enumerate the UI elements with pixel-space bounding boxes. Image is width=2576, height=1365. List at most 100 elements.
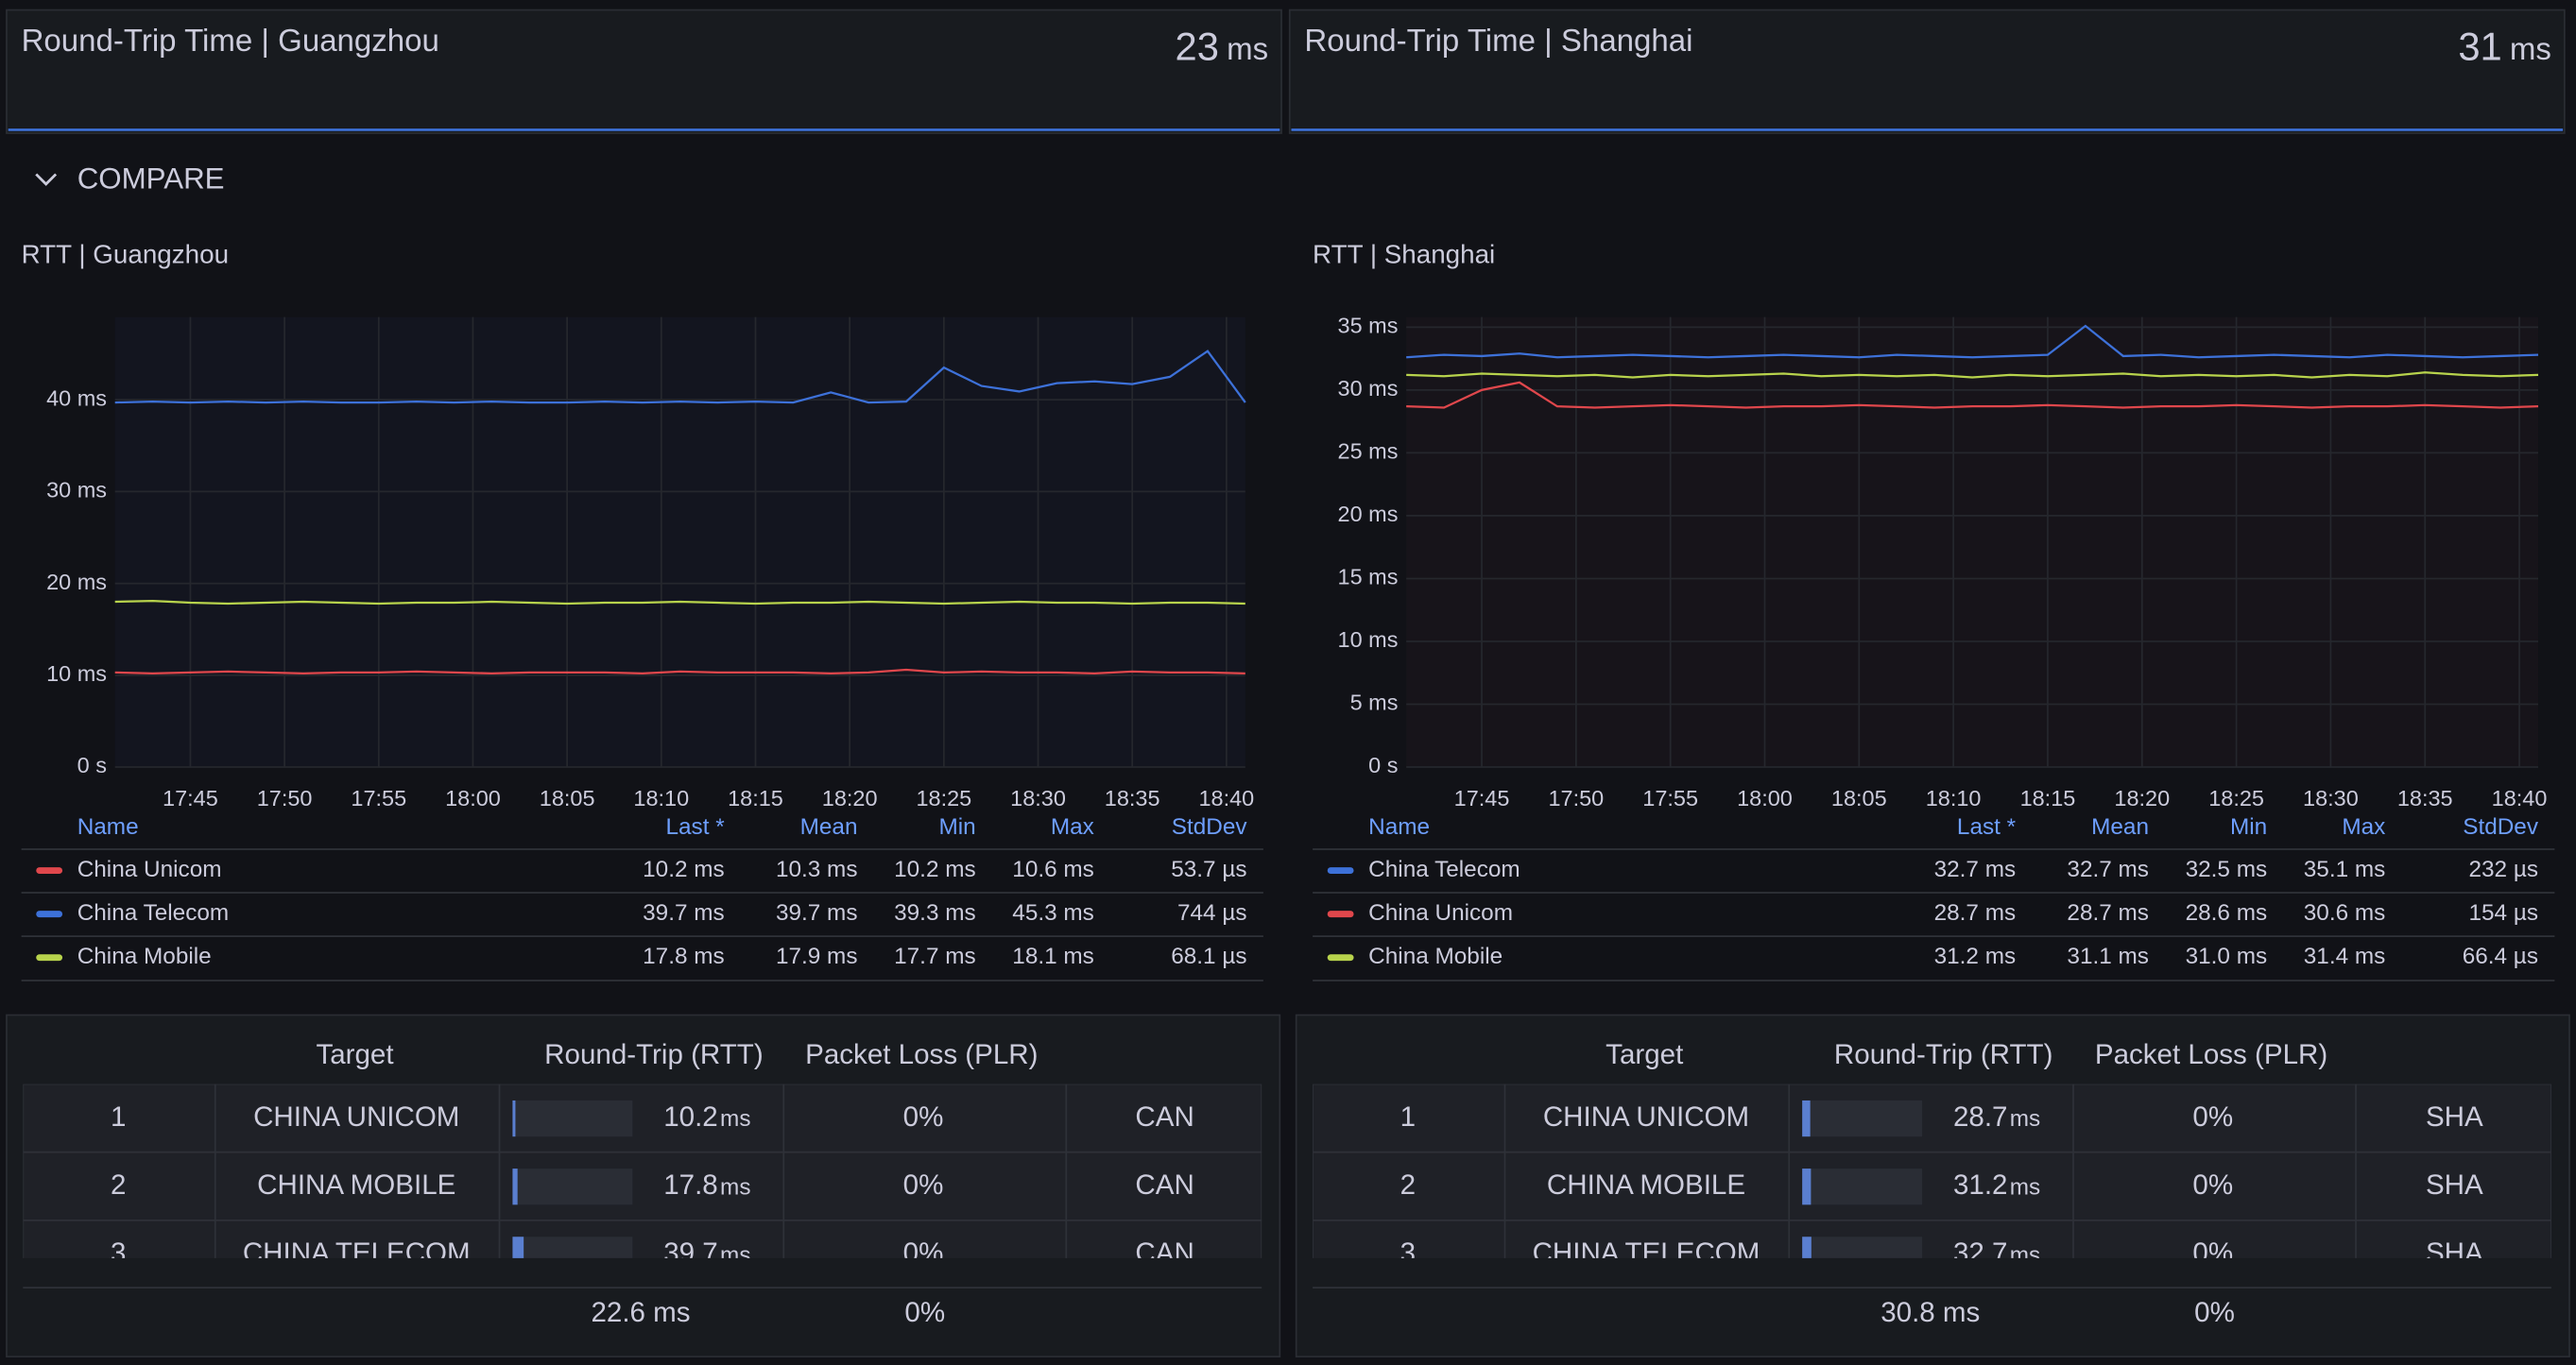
site-code: CAN (1135, 1169, 1194, 1201)
x-tick-label: 18:20 (822, 786, 878, 810)
y-tick-label: 35 ms (1338, 314, 1399, 338)
legend-header: Mean (800, 814, 858, 840)
rtt-value: 31.2 (1953, 1169, 2008, 1201)
gauge-track (1802, 1100, 1923, 1137)
gauge-bar (1802, 1100, 1811, 1137)
legend-header: StdDev (2463, 814, 2539, 840)
rtt-unit: ms (2010, 1243, 2040, 1269)
legend-stat: 39.3 ms (894, 900, 976, 926)
packet-loss: 0% (903, 1237, 944, 1269)
rtt-value: 10.2 (663, 1101, 718, 1133)
legend-name: China Unicom (1368, 900, 1513, 926)
column-header: Target (1606, 1039, 1683, 1070)
legend-stat: 232 µs (2468, 857, 2538, 882)
packet-loss: 0% (2192, 1237, 2233, 1269)
legend-swatch (36, 911, 63, 918)
row-index: 3 (111, 1237, 126, 1269)
legend-stat: 31.4 ms (2304, 944, 2386, 969)
footer-loss: 0% (2194, 1297, 2235, 1328)
rtt-unit: ms (2010, 1174, 2040, 1200)
legend-stat: 744 µs (1177, 900, 1247, 926)
series-line (114, 350, 1246, 404)
legend-stat: 39.7 ms (776, 900, 858, 926)
y-tick-label: 10 ms (1338, 627, 1399, 652)
table-row (1313, 1219, 2551, 1258)
stat-panel (6, 9, 1282, 134)
target-name: CHINA MOBILE (257, 1169, 455, 1201)
x-tick-label: 17:55 (351, 786, 406, 810)
site-code: CAN (1135, 1101, 1194, 1133)
stat-title: Round-Trip Time | Guangzhou (22, 23, 439, 58)
legend-stat: 30.6 ms (2304, 900, 2386, 926)
legend-stat: 28.7 ms (1934, 900, 2017, 926)
y-tick-label: 30 ms (46, 478, 107, 503)
gauge-track (1802, 1169, 1923, 1205)
legend-stat: 17.7 ms (894, 944, 976, 969)
target-name: CHINA TELECOM (1533, 1237, 1760, 1269)
legend-header: StdDev (1172, 814, 1248, 840)
series-line (114, 599, 1245, 606)
legend-header: Max (1051, 814, 1094, 840)
x-tick-label: 17:45 (1454, 786, 1510, 810)
y-tick-label: 10 ms (46, 661, 107, 686)
x-tick-label: 17:55 (1642, 786, 1698, 810)
table-row (1313, 1083, 2551, 1153)
row-index: 1 (111, 1101, 126, 1133)
legend-stat: 10.3 ms (776, 857, 858, 882)
legend-stat: 17.8 ms (643, 944, 725, 969)
collapse-chevron[interactable] (35, 173, 58, 186)
legend-stat: 32.5 ms (2186, 857, 2268, 882)
legend-header: Min (938, 814, 975, 840)
legend-header: Max (2342, 814, 2385, 840)
rtt-unit: ms (720, 1243, 750, 1269)
legend-swatch (1327, 954, 1354, 962)
y-tick-label: 20 ms (1338, 502, 1399, 526)
row-index: 2 (1400, 1169, 1416, 1201)
target-name: CHINA TELECOM (243, 1237, 471, 1269)
stat-unit: ms (1227, 31, 1268, 66)
stat-value: 23 (1176, 24, 1219, 68)
gauge-bar (512, 1100, 516, 1137)
plot-area (1406, 316, 2539, 768)
chart-title: RTT | Shanghai (1313, 240, 1495, 269)
legend-stat: 10.2 ms (643, 857, 725, 882)
x-tick-label: 18:10 (633, 786, 689, 810)
legend-stat: 154 µs (2468, 900, 2538, 926)
x-tick-label: 18:40 (2492, 786, 2548, 810)
section-title[interactable]: COMPARE (77, 162, 225, 196)
rtt-value: 17.8 (663, 1169, 718, 1201)
y-tick-label: 0 s (77, 753, 107, 777)
x-tick-label: 18:05 (540, 786, 595, 810)
legend-stat: 66.4 µs (2463, 944, 2538, 969)
gauge-bar (1802, 1237, 1812, 1258)
packet-loss: 0% (2192, 1169, 2233, 1201)
legend-header: Mean (2091, 814, 2149, 840)
target-name: CHINA UNICOM (1543, 1101, 1749, 1133)
legend-name: China Mobile (1368, 944, 1503, 969)
x-tick-label: 18:20 (2114, 786, 2170, 810)
legend-name: China Telecom (1368, 857, 1520, 882)
x-tick-label: 17:50 (257, 786, 313, 810)
row-index: 2 (111, 1169, 126, 1201)
packet-loss: 0% (903, 1169, 944, 1201)
legend-stat: 10.2 ms (894, 857, 976, 882)
chart-title: RTT | Guangzhou (22, 240, 229, 269)
x-tick-label: 18:10 (1926, 786, 1982, 810)
row-index: 3 (1400, 1237, 1416, 1269)
legend-stat: 35.1 ms (2304, 857, 2386, 882)
x-tick-label: 18:00 (445, 786, 501, 810)
gauge-track (512, 1169, 633, 1205)
legend-stat: 17.9 ms (776, 944, 858, 969)
legend-header: Name (77, 814, 139, 840)
x-tick-label: 18:25 (2208, 786, 2264, 810)
legend-stat: 31.1 ms (2067, 944, 2149, 969)
gauge-bar (512, 1169, 518, 1205)
rtt-unit: ms (720, 1174, 750, 1200)
rtt-unit: ms (720, 1106, 750, 1132)
table-row (23, 1151, 1262, 1221)
legend-header: Min (2230, 814, 2267, 840)
